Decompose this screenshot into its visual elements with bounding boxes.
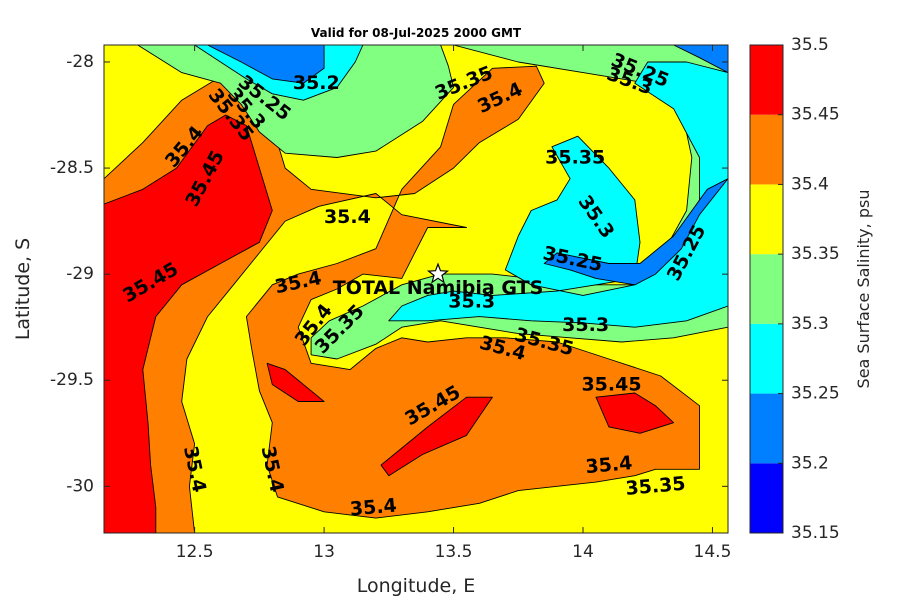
contour-label-24: 35.45 [581, 374, 641, 396]
y-axis-label: Latitude, S [12, 238, 34, 340]
contour-label-20: 35.3 [562, 314, 609, 336]
site-marker-star [426, 262, 450, 284]
x-tick-label: 13 [313, 542, 335, 562]
colorbar-frame [749, 44, 784, 534]
colorbar-swatch-0 [750, 463, 783, 533]
colorbar-swatch-3 [750, 254, 783, 324]
annotations: TOTAL Namibia GTS [333, 262, 544, 299]
colorbar-tick-label: 35.45 [791, 105, 840, 125]
x-axis: 12.5 13 13.5 14 14.5 [176, 45, 732, 562]
colorbar-tick-label: 35.5 [791, 35, 829, 55]
colorbar: 35.15 35.2 35.25 35.3 35.35 35.4 35.45 35.5 [749, 35, 840, 543]
colorbar-tick-label: 35.3 [791, 314, 829, 334]
contour-region-3 [266, 362, 325, 402]
contour-region-2 [380, 396, 493, 477]
contour-region-10 [543, 178, 728, 286]
y-axis: -28 -28.5 -29 -29.5 -30 [50, 52, 728, 496]
colorbar-swatch-4 [750, 184, 783, 255]
x-axis-label: Longitude, E [357, 575, 476, 597]
plot-frame [103, 44, 729, 534]
contour-label-28: 35.35 [625, 473, 687, 500]
chart-title: Valid for 08-Jul-2025 2000 GMT [311, 26, 522, 40]
y-tick-label: -29.5 [50, 370, 94, 390]
x-tick-label: 14 [572, 542, 594, 562]
x-tick-label: 12.5 [176, 542, 214, 562]
y-tick-label: -29 [66, 264, 94, 284]
site-annotation-label: TOTAL Namibia GTS [333, 277, 544, 299]
contour-label-19: 35.3 [448, 291, 495, 313]
colorbar-tick-label: 35.2 [791, 453, 829, 473]
contour-region-11 [673, 45, 728, 74]
contour-region-5 [137, 45, 454, 158]
x-tick-label: 14.5 [694, 542, 732, 562]
contour-label-27: 35.4 [585, 452, 634, 478]
colorbar-tick-label: 35.4 [791, 174, 829, 194]
colorbar-swatch-2 [750, 323, 783, 394]
contour-label-10: 35.35 [545, 147, 605, 169]
contour-region-7 [207, 45, 325, 84]
contour-label-0: 35.2 [293, 72, 340, 94]
colorbar-tick-label: 35.35 [791, 244, 840, 264]
contour-label-11: 35.4 [324, 206, 371, 228]
y-tick-label: -30 [66, 476, 94, 496]
contour-label-29: 35.4 [349, 494, 398, 520]
colorbar-swatch-6 [750, 45, 783, 115]
contour-regions [104, 45, 728, 533]
colorbar-swatch-5 [750, 114, 783, 185]
y-tick-label: -28.5 [50, 158, 94, 178]
colorbar-tick-label: 35.15 [791, 523, 840, 543]
colorbar-label: Sea Surface Salinity, psu [854, 190, 873, 389]
contour-region-4 [595, 392, 675, 434]
contour-region-1 [104, 114, 273, 533]
colorbar-tick-label: 35.25 [791, 384, 840, 404]
contour-labels: 35.235.2535.335.3535.3535.435.2535.335.4… [119, 49, 710, 520]
x-tick-label: 13.5 [435, 542, 473, 562]
colorbar-swatch-1 [750, 393, 783, 464]
y-tick-label: -28 [66, 52, 94, 72]
